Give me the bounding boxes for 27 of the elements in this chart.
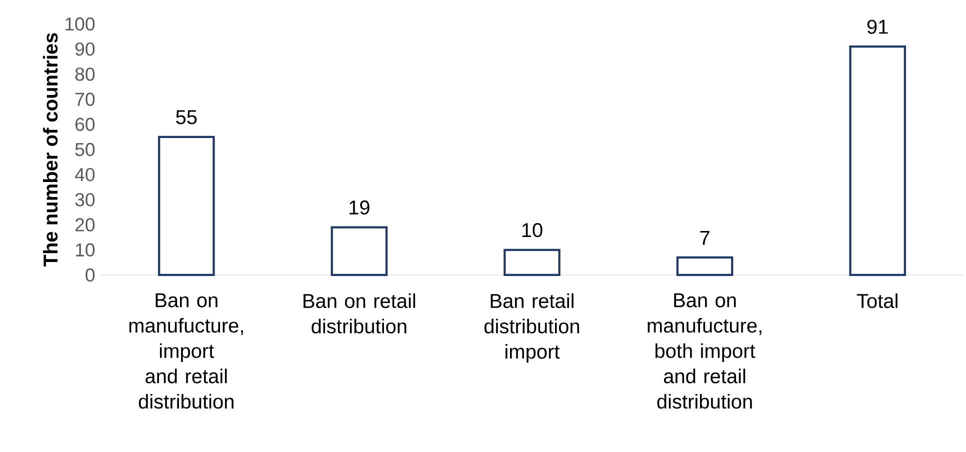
x-tick-label: Ban on retail distribution <box>304 293 416 334</box>
y-tick-label: 10 <box>76 243 95 257</box>
x-tick-label: Ban on manufucture, import and retail distribution <box>129 293 243 409</box>
data-label: 10 <box>522 223 542 238</box>
data-label: 19 <box>350 200 370 215</box>
x-tick-label: Ban retail distribution import <box>484 293 580 363</box>
bar <box>676 256 734 276</box>
y-tick-label: 60 <box>75 118 95 132</box>
x-tick-label: Total <box>856 293 898 308</box>
bar <box>849 46 906 276</box>
y-tick-label: 20 <box>75 218 95 232</box>
y-tick-label: 70 <box>76 92 95 106</box>
data-label: 55 <box>176 110 197 124</box>
bar <box>504 248 560 276</box>
x-tick-label: Ban on manufucture, both import and retail distribution <box>648 293 762 409</box>
y-tick-label: 40 <box>74 168 95 182</box>
bar <box>158 136 215 276</box>
y-tick-label: 100 <box>66 17 95 31</box>
y-tick-label: 30 <box>75 193 95 206</box>
bar <box>330 226 388 276</box>
y-tick-label: 0 <box>86 268 95 282</box>
y-tick-label: 80 <box>75 68 95 81</box>
y-tick-label: 50 <box>75 142 95 156</box>
y-tick-label: 90 <box>75 42 95 56</box>
data-label: 91 <box>867 20 888 34</box>
y-axis-title: The number of countries <box>42 33 58 266</box>
data-label: 7 <box>700 230 710 245</box>
